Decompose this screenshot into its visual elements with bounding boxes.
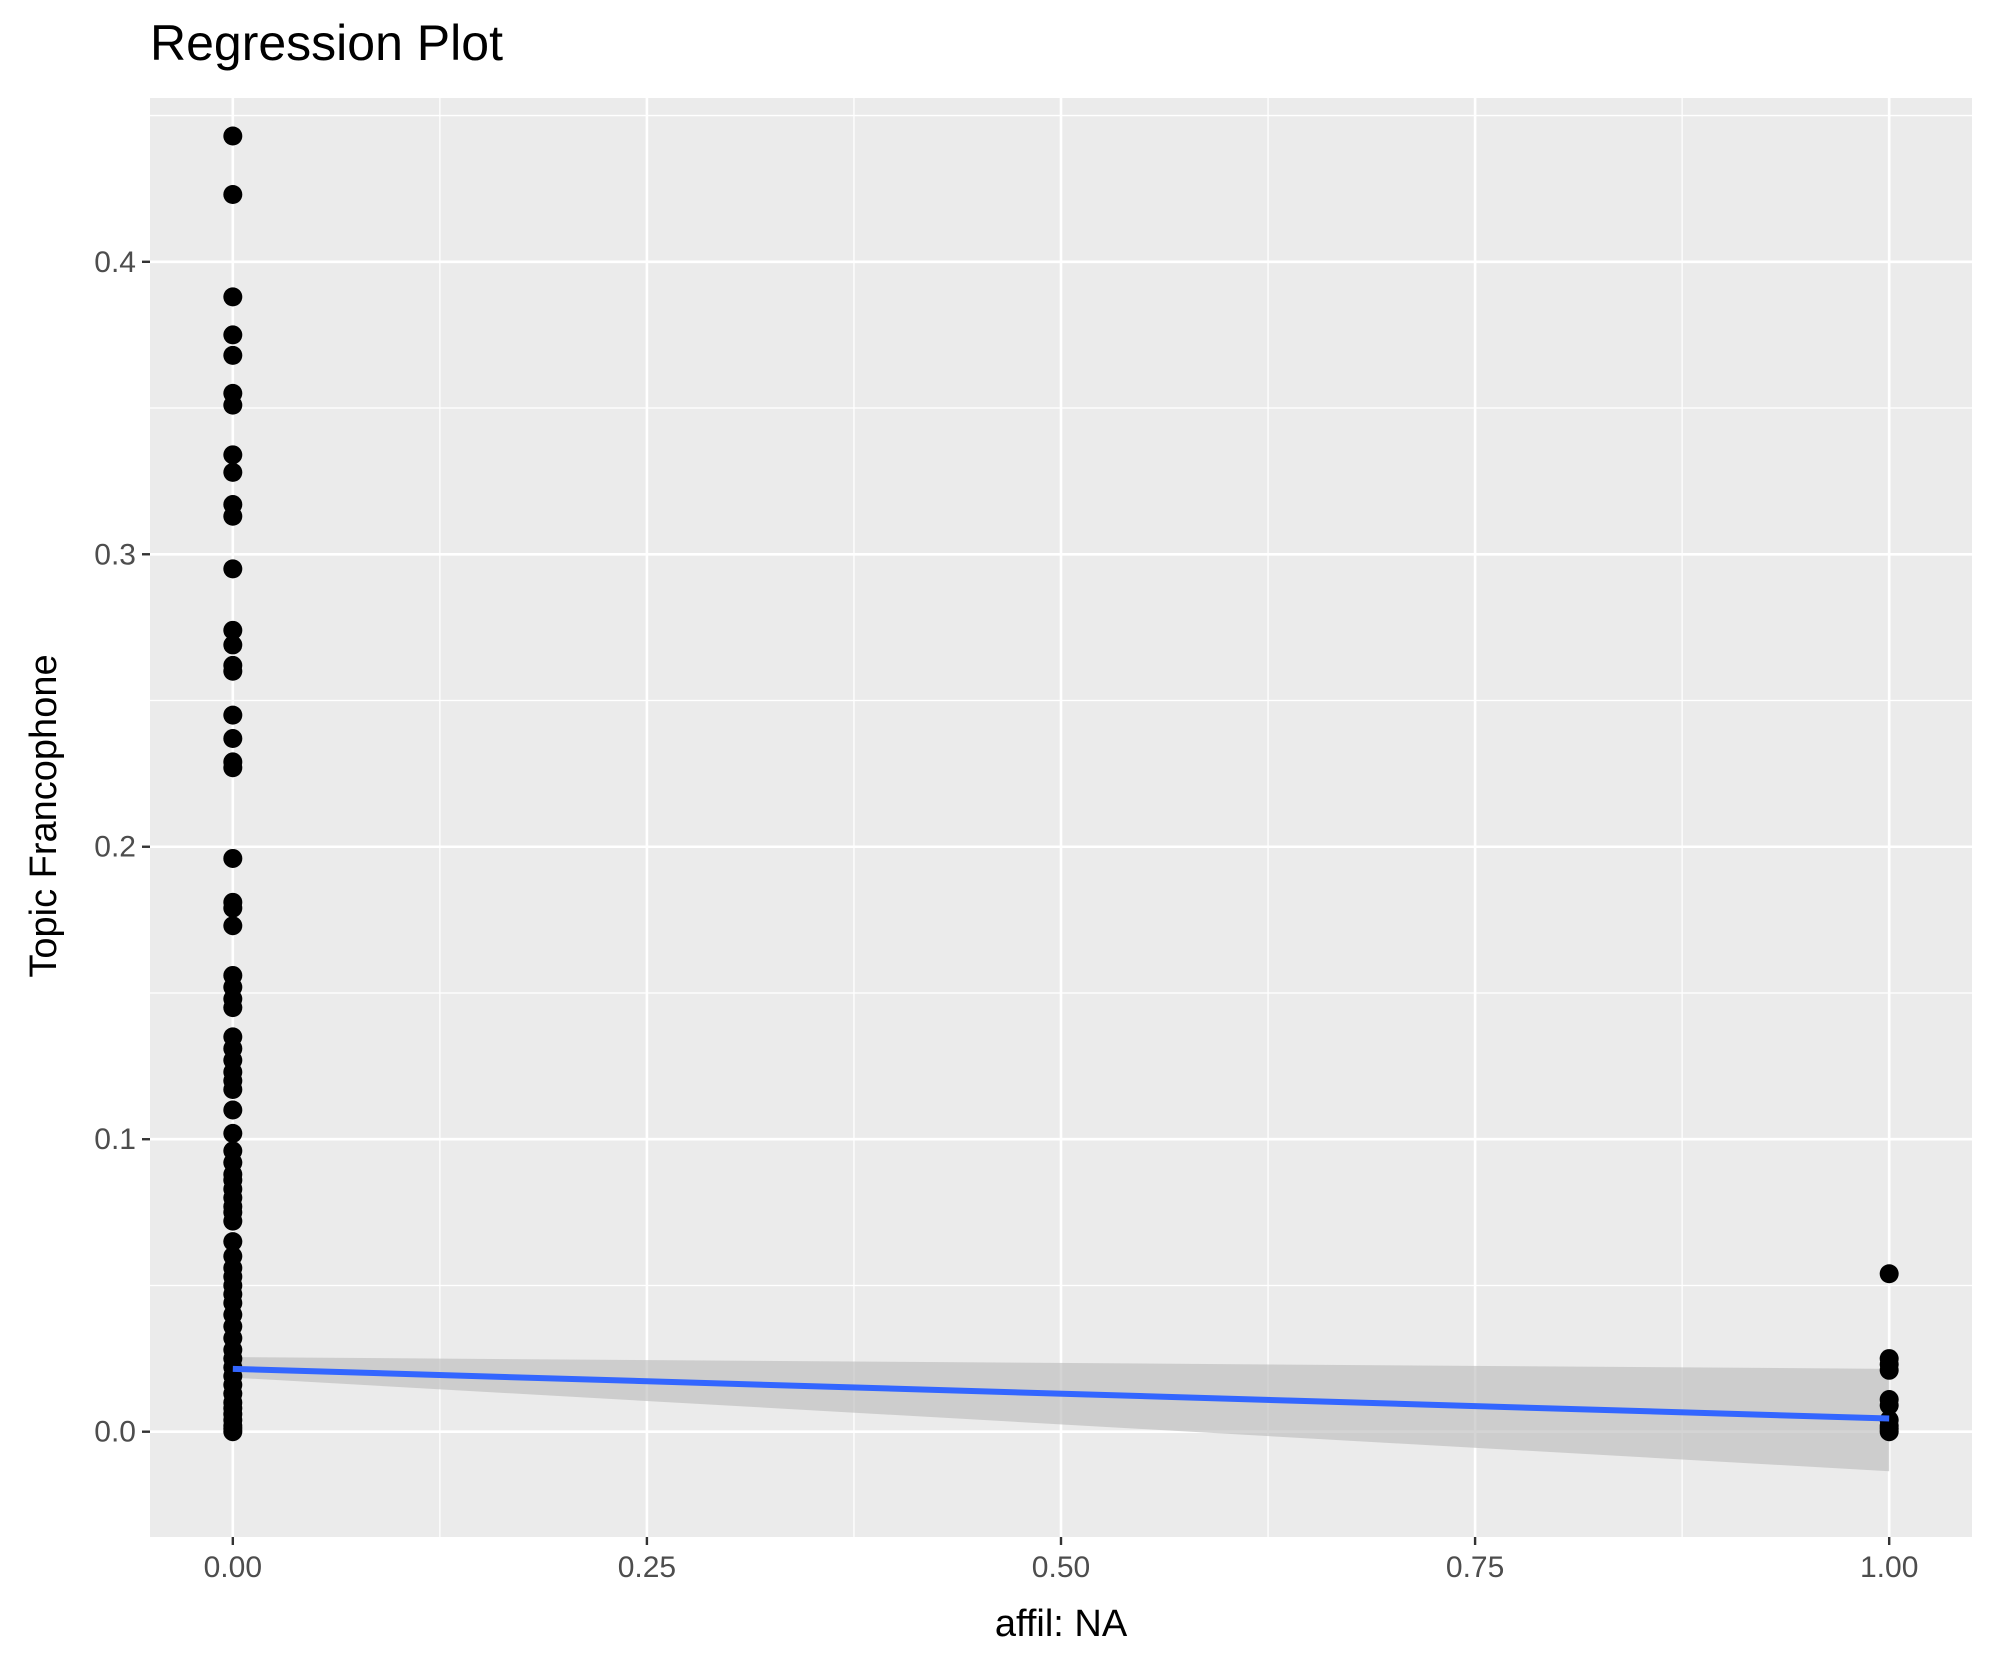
confidence-ribbon (232, 1357, 1890, 1472)
y-tick-label: 0.0 (94, 1416, 136, 1449)
data-point (223, 758, 243, 778)
data-point (223, 1232, 243, 1252)
data-point (223, 729, 243, 749)
y-axis-ticks: 0.0 0.1 0.2 0.3 0.4 (94, 246, 150, 1449)
data-point (223, 1422, 243, 1442)
x-tick-label: 0.50 (1032, 1551, 1090, 1584)
y-axis-title: Topic Francophone (23, 654, 65, 977)
data-point (223, 445, 243, 465)
data-point (223, 661, 243, 681)
x-tick-label: 0.00 (204, 1551, 262, 1584)
data-point (223, 848, 243, 868)
y-tick-label: 0.3 (94, 538, 136, 571)
data-point (223, 1100, 243, 1120)
x-axis-title: affil: NA (995, 1603, 1128, 1645)
y-tick-label: 0.4 (94, 246, 136, 279)
x-tick-label: 0.75 (1446, 1551, 1504, 1584)
data-point (1879, 1422, 1899, 1442)
x-tick-label: 0.25 (618, 1551, 676, 1584)
data-point (1879, 1264, 1899, 1284)
data-point (1879, 1395, 1899, 1415)
y-tick-label: 0.2 (94, 831, 136, 864)
data-point (223, 998, 243, 1018)
data-point (223, 506, 243, 526)
data-point (223, 1123, 243, 1143)
data-point (223, 325, 243, 345)
data-point (223, 462, 243, 482)
data-point (223, 898, 243, 918)
data-point (223, 287, 243, 307)
data-point (223, 705, 243, 725)
data-point (1879, 1360, 1899, 1380)
data-point (223, 620, 243, 640)
regression-line (232, 1365, 1890, 1422)
chart-title: Regression Plot (150, 15, 503, 71)
data-point (223, 559, 243, 579)
data-point (223, 1080, 243, 1100)
data-points (223, 126, 1899, 1442)
x-tick-label: 1.00 (1860, 1551, 1918, 1584)
data-point (223, 185, 243, 205)
x-axis-ticks: 0.00 0.25 0.50 0.75 1.00 (204, 1537, 1918, 1584)
data-point (223, 635, 243, 655)
data-point (223, 395, 243, 415)
data-point (223, 345, 243, 365)
y-tick-label: 0.1 (94, 1123, 136, 1156)
data-point (223, 126, 243, 146)
data-point (223, 916, 243, 936)
data-point (223, 1211, 243, 1231)
